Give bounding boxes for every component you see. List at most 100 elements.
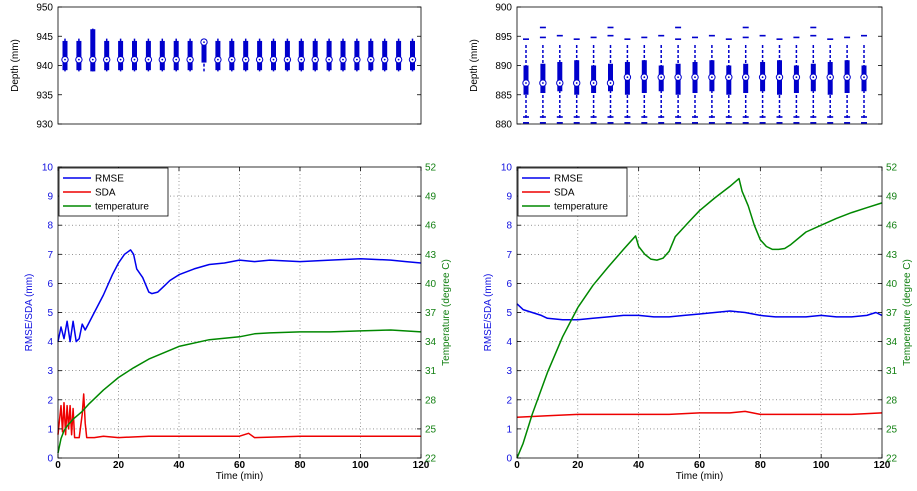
ytick-right-label: 40 [425,279,437,290]
boxplot-iqr [410,40,415,71]
boxplot-box [725,38,733,124]
boxplot-median-dot [744,76,747,79]
boxplot-outlier [810,34,817,37]
boxplot-box [623,38,632,124]
xtick-label: 80 [294,460,306,471]
boxplot-outlier [641,116,648,118]
boxplot-outlier [523,122,529,124]
boxplot-median-dot [244,58,247,61]
boxplot-outlier [675,116,682,118]
boxplot-outlier [607,26,614,29]
boxplot-outlier [675,26,682,29]
boxplot-outlier [776,38,783,40]
boxplot-box [61,38,69,72]
ytick-left-label: 2 [506,395,512,406]
xtick-label: 0 [514,460,520,471]
boxplot-iqr [340,40,346,71]
boxplot-box [214,38,222,72]
ytick-right-label: 43 [425,250,437,261]
boxplot-iqr [90,29,96,72]
boxplot-ytick-label: 935 [36,90,53,101]
boxplot-box [158,38,167,72]
boxplot-outlier [556,34,563,37]
boxplot-median-dot [300,58,303,61]
boxplot-iqr [243,40,249,71]
boxplot-ytick-label: 945 [36,32,53,43]
boxplot-median-dot [795,76,798,79]
boxplot-iqr [187,40,193,71]
boxplot-outlier [708,116,715,118]
boxplot-outlier [742,116,749,118]
boxplot-outlier [539,122,546,124]
boxplot-box [860,34,868,124]
boxplot-outlier [742,36,749,39]
xtick-label: 20 [113,460,125,471]
boxplot-outlier [861,34,867,37]
y-axis-left-label: RMSE/SDA (mm) [24,274,35,352]
boxplot-outlier [793,36,800,39]
legend-label-temperature: temperature [95,202,149,213]
boxplot-outlier [556,122,563,124]
y-axis-left-label: RMSE/SDA (mm) [483,274,494,352]
boxplot-ytick-label: 890 [495,61,512,72]
boxplot-median-dot [342,58,344,61]
ytick-left-label: 1 [47,424,53,435]
boxplot-outlier [624,38,631,40]
boxplot-median-dot [609,82,612,84]
boxplot-median-dot [189,58,192,61]
boxplot-box [792,36,801,124]
ytick-right-label: 49 [425,192,437,203]
series-line-sda [57,393,421,439]
boxplot-box [103,38,111,72]
boxplot-median-dot [175,58,178,61]
boxplot-outlier [844,122,851,124]
boxplot-outlier [742,26,749,29]
ytick-left-label: 8 [506,221,512,232]
boxplot-median-dot [677,76,679,79]
boxplot-box [657,34,665,124]
boxplot-box [269,38,278,72]
boxplot-outlier [810,116,817,118]
legend-label-sda: SDA [95,188,116,199]
boxplot-median-dot [711,76,713,79]
boxplot-box [172,38,180,72]
boxplot-box [394,38,403,72]
boxplot-box [200,38,208,72]
boxplot-box [381,38,389,72]
boxplot-outlier [624,116,631,118]
ytick-left-label: 6 [506,279,512,290]
legend-label-rmse: RMSE [95,174,124,185]
boxplot-iqr [608,63,613,92]
boxplot-box [283,38,292,72]
boxplot-median-dot [863,76,865,79]
ytick-right-label: 34 [425,337,437,348]
boxplot-axes-frame [516,6,883,125]
boxplot-box [353,38,361,72]
boxplot-median-dot [119,58,122,61]
boxplot-outlier [590,116,597,118]
boxplot-box [339,38,347,72]
boxplot-median-dot [230,58,233,61]
boxplot-iqr [215,40,221,71]
ytick-left-label: 0 [506,454,512,465]
boxplot-box [758,34,767,124]
series-line-rmse [516,303,883,321]
boxplot-median-dot [643,76,646,79]
ytick-right-label: 28 [425,395,437,406]
boxplot-iqr [257,40,263,71]
xtick-label: 0 [55,460,61,471]
ytick-right-label: 49 [886,192,898,203]
boxplot-box [843,36,851,124]
boxplot-median-dot [91,58,94,61]
boxplot-outlier [590,36,597,39]
ytick-left-label: 4 [47,337,53,348]
boxplot-outlier [708,122,715,124]
boxplot-median-dot [812,76,815,79]
xtick-label: 60 [694,460,706,471]
boxplot-outlier [607,122,614,124]
legend-label-rmse: RMSE [554,174,583,185]
boxplot-median-dot [626,76,629,79]
boxplot-outlier [658,116,665,118]
boxplot-box [325,38,333,72]
boxplot-outlier [692,36,698,39]
